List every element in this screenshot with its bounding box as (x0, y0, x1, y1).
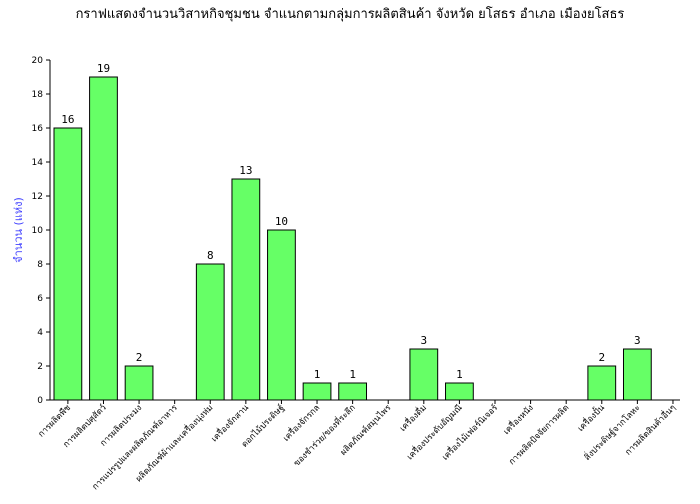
bar-value-label: 1 (456, 368, 463, 381)
y-tick-label: 4 (37, 328, 43, 338)
bar (124, 365, 154, 401)
bar-value-label: 2 (136, 351, 143, 364)
bar-value-label: 16 (61, 113, 74, 126)
category-label: เครื่องปั้น (575, 402, 607, 434)
bar (587, 365, 617, 401)
y-tick-label: 2 (37, 362, 43, 372)
chart-title: กราฟแสดงจำนวนวิสาหกิจชุมชน จำแนกตามกลุ่ม… (76, 6, 625, 22)
category-label: การผลิตปัจจัยการผลิต (507, 403, 571, 467)
y-tick-label: 14 (32, 158, 44, 168)
bar (622, 348, 652, 401)
y-tick-label: 12 (32, 192, 43, 202)
bar (267, 229, 296, 401)
category-label: เครื่องดื่ม (397, 402, 429, 434)
bar (53, 127, 83, 401)
bar (89, 76, 118, 401)
category-label: ของชำร่วย/ของที่ระลึก (291, 402, 358, 469)
bar-value-label: 8 (207, 249, 214, 262)
bar (445, 382, 474, 401)
bar (302, 382, 332, 401)
bar-value-label: 3 (421, 334, 428, 347)
bar-value-label: 2 (598, 351, 605, 364)
y-tick-label: 10 (32, 226, 44, 236)
bar-value-label: 3 (634, 334, 641, 347)
category-labels: การผลิตพืชการผลิตปศุสัตว์การผลิตประมงการ… (36, 400, 678, 492)
category-label: การผลิตพืช (36, 402, 73, 439)
y-tick-label: 6 (37, 294, 43, 304)
bar-value-label: 1 (349, 368, 356, 381)
bar-value-label: 19 (97, 62, 110, 75)
category-label: เครื่องหนัง (500, 402, 535, 437)
y-tick-label: 16 (32, 124, 44, 134)
y-axis-label: จำนวน (แห่ง) (12, 197, 25, 263)
category-label: เครื่องไม้เฟอร์นิเจอร์ (439, 401, 500, 462)
y-tick-label: 8 (37, 260, 43, 270)
bar-value-label: 1 (314, 368, 321, 381)
y-tick-label: 20 (32, 56, 44, 66)
bar (409, 348, 439, 401)
bar-value-label: 10 (275, 215, 288, 228)
bars (53, 76, 652, 401)
y-tick-label: 0 (37, 396, 43, 406)
bar (231, 178, 261, 401)
y-tick-label: 18 (32, 90, 44, 100)
bar (338, 382, 368, 401)
bar-value-label: 13 (239, 164, 252, 177)
bar (195, 263, 225, 401)
y-ticks: 0 2 4 6 8 10 12 14 16 18 20 (32, 56, 50, 406)
